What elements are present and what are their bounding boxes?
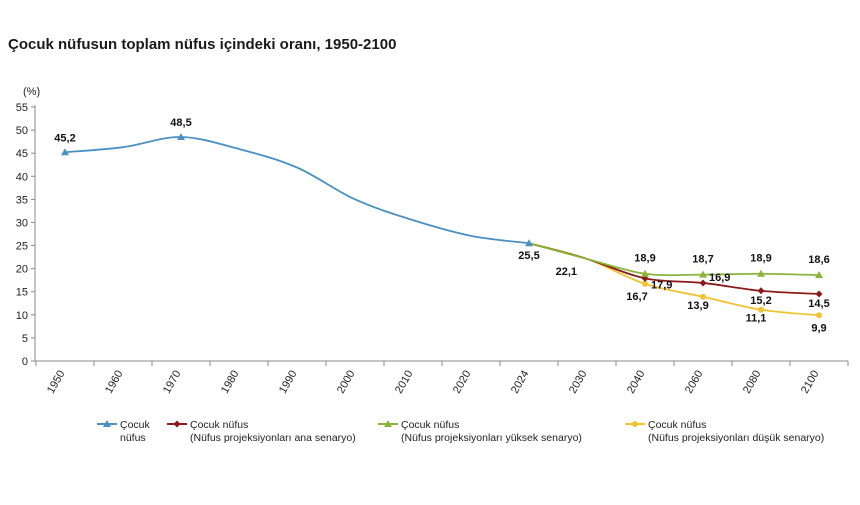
data-label: 16,9	[709, 272, 730, 284]
x-tick-label: 2000	[335, 369, 358, 396]
data-label: 18,6	[808, 254, 829, 266]
legend-label: Çocuk	[120, 419, 151, 431]
data-point	[757, 287, 765, 295]
data-label: 13,9	[687, 300, 708, 312]
y-tick-label: 10	[16, 310, 28, 322]
data-label: 18,7	[692, 254, 713, 266]
x-tick-label: 2100	[799, 369, 822, 396]
legend-label: (Nüfus projeksiyonları ana senaryo)	[190, 432, 356, 444]
y-tick-label: 5	[22, 333, 28, 345]
legend-marker	[103, 420, 111, 427]
y-tick-label: 50	[16, 125, 28, 137]
chart-series	[61, 133, 823, 319]
data-label: 15,2	[750, 295, 771, 307]
legend-label: (Nüfus projeksiyonları düşük senaryo)	[648, 432, 824, 444]
y-tick-label: 45	[16, 148, 28, 160]
legend-item-2: Çocuk nüfus(Nüfus projeksiyonları ana se…	[167, 419, 356, 444]
y-tick-label: 35	[16, 194, 28, 206]
data-point	[816, 312, 822, 319]
x-tick-label: 2040	[625, 369, 648, 396]
data-label: 48,5	[170, 117, 191, 129]
legend-label: (Nüfus projeksiyonları yüksek senaryo)	[401, 432, 582, 444]
data-label: 17,9	[651, 279, 672, 291]
legend-marker	[632, 421, 638, 427]
data-label: 11,1	[746, 313, 767, 325]
legend-label: Çocuk nüfus	[190, 419, 248, 431]
data-label: 25,5	[518, 250, 539, 262]
legend-marker	[384, 420, 392, 427]
data-label: 22,1	[556, 266, 577, 278]
data-label: 45,2	[54, 132, 75, 144]
x-tick-label: 1980	[219, 369, 242, 396]
y-tick-label: 30	[16, 217, 28, 229]
data-label: 16,7	[626, 291, 647, 303]
y-tick-label: 40	[16, 171, 28, 183]
legend-label: Çocuk nüfus	[401, 419, 459, 431]
x-tick-label: 2020	[451, 369, 474, 396]
data-point	[815, 271, 823, 279]
data-point	[758, 306, 764, 313]
chart-axes: (%) 0 5 10 15 20 25 30 35 40 45 50 55 1950 1960 1970 198…	[16, 86, 849, 396]
x-tick-label: 2080	[741, 369, 764, 396]
legend-item-3: Çocuk nüfus(Nüfus projeksiyonları yüksek…	[378, 419, 582, 444]
x-tick-label: 2024	[509, 369, 532, 396]
data-point	[699, 270, 707, 278]
legend-item-4: Çocuk nüfus(Nüfus projeksiyonları düşük …	[625, 419, 824, 444]
y-tick-label: 25	[16, 241, 28, 253]
series-line-1	[64, 136, 530, 245]
data-label: 18,9	[750, 253, 771, 265]
data-point	[177, 133, 185, 141]
legend-marker	[173, 420, 181, 428]
x-tick-label: 2030	[567, 369, 590, 396]
y-tick-label: 20	[16, 264, 28, 276]
x-tick-label: 1960	[103, 369, 126, 396]
x-tick-label: 2010	[393, 369, 416, 396]
chart-title: Çocuk nüfusun toplam nüfus içindeki oran…	[8, 36, 397, 53]
chart-data-labels: 45,2 48,5 25,5 22,1 17,9 16,9 15,2 14,5 18,9 18,7…	[54, 117, 829, 334]
legend-label: Çocuk nüfus	[648, 419, 706, 431]
data-point	[757, 269, 765, 277]
data-point	[641, 269, 649, 277]
data-label: 9,9	[811, 322, 826, 334]
data-point	[61, 148, 69, 156]
x-tick-label: 1950	[45, 369, 68, 396]
data-point	[700, 293, 706, 300]
legend-label: nüfus	[120, 432, 146, 444]
x-tick-label: 1970	[161, 369, 184, 396]
y-axis-unit-label: (%)	[23, 86, 40, 98]
x-tick-label: 1990	[277, 369, 300, 396]
data-label: 18,9	[634, 253, 655, 265]
x-tick-label: 2060	[683, 369, 706, 396]
data-label: 14,5	[808, 298, 829, 310]
y-tick-label: 15	[16, 287, 28, 299]
data-point	[642, 280, 648, 287]
data-point	[815, 290, 823, 298]
series-line-3	[528, 242, 820, 277]
y-tick-label: 55	[16, 102, 28, 114]
y-tick-label: 0	[22, 356, 28, 368]
data-point	[525, 239, 533, 247]
data-point	[699, 279, 707, 287]
